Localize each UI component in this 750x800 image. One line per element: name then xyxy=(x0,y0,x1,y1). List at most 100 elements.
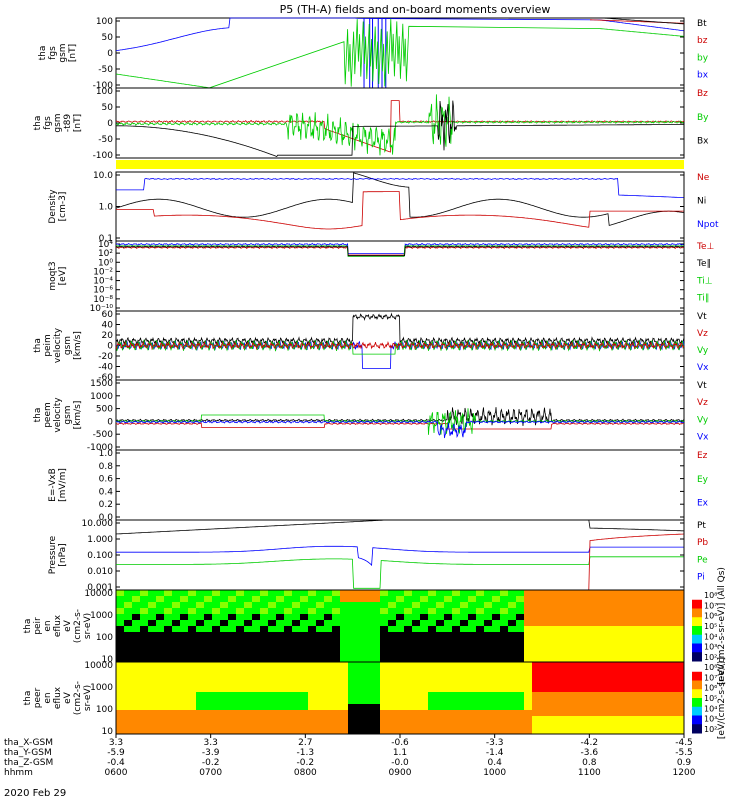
heatmap-cell xyxy=(564,692,573,699)
heatmap-cell xyxy=(244,620,253,627)
colorbar-swatch xyxy=(692,680,702,690)
heatmap-cell xyxy=(556,644,565,651)
heatmap-cell xyxy=(564,614,573,621)
heatmap-cell xyxy=(276,692,285,699)
heatmap-cell xyxy=(420,608,429,615)
heatmap-cell xyxy=(252,662,261,669)
heatmap-cell xyxy=(444,632,453,639)
heatmap-cell xyxy=(620,602,629,609)
heatmap-cell xyxy=(188,710,197,717)
heatmap-cell xyxy=(412,692,421,699)
heatmap-cell xyxy=(604,698,613,705)
heatmap-cell xyxy=(140,614,149,621)
heatmap-cell xyxy=(364,626,373,633)
colorbar-swatch xyxy=(692,698,702,708)
heatmap-cell xyxy=(204,656,213,663)
heatmap-cell xyxy=(548,596,557,603)
heatmap-cell xyxy=(436,698,445,705)
heatmap-cell xyxy=(604,716,613,723)
heatmap-cell xyxy=(500,710,509,717)
heatmap-cell xyxy=(204,614,213,621)
heatmap-cell xyxy=(508,668,517,675)
heatmap-cell xyxy=(636,692,645,699)
heatmap-cell xyxy=(172,602,181,609)
heatmap-cell xyxy=(340,722,349,729)
heatmap-cell xyxy=(356,626,365,633)
heatmap-cell xyxy=(420,638,429,645)
panel-peer: 10000100010010thapeerenefluxeV(cm2-s-sr-… xyxy=(23,657,727,739)
heatmap-cell xyxy=(164,722,173,729)
heatmap-cell xyxy=(588,638,597,645)
heatmap-cell xyxy=(420,698,429,705)
heatmap-cell xyxy=(268,698,277,705)
heatmap-cell xyxy=(340,620,349,627)
heatmap-cell xyxy=(180,698,189,705)
heatmap-cell xyxy=(436,638,445,645)
heatmap-cell xyxy=(636,686,645,693)
heatmap-cell xyxy=(436,662,445,669)
heatmap-cell xyxy=(340,644,349,651)
heatmap-cell xyxy=(372,638,381,645)
heatmap-cell xyxy=(556,680,565,687)
heatmap-cell xyxy=(284,650,293,657)
heatmap-cell xyxy=(524,704,533,711)
heatmap-cell xyxy=(412,716,421,723)
heatmap-cell xyxy=(372,674,381,681)
heatmap-cell xyxy=(116,620,125,627)
heatmap-cell xyxy=(380,656,389,663)
heatmap-cell xyxy=(148,656,157,663)
heatmap-cell xyxy=(324,620,333,627)
heatmap-cell xyxy=(348,728,357,735)
y-axis-label: thapeirenefluxeV(cm2-s-sr-eV) xyxy=(23,609,93,643)
heatmap-cell xyxy=(492,692,501,699)
heatmap-cell xyxy=(580,644,589,651)
heatmap-cell xyxy=(356,650,365,657)
heatmap-cell xyxy=(436,722,445,729)
heatmap-cell xyxy=(116,614,125,621)
y-tick-label: 1.0 xyxy=(99,449,114,459)
x-tick-label: 2.7 xyxy=(298,738,312,748)
heatmap-cell xyxy=(468,632,477,639)
heatmap-cell xyxy=(196,704,205,711)
heatmap-cell xyxy=(620,590,629,597)
heatmap-cell xyxy=(420,602,429,609)
heatmap-cell xyxy=(420,716,429,723)
heatmap-cell xyxy=(308,608,317,615)
colorbar-swatch xyxy=(692,643,702,653)
heatmap-cell xyxy=(420,644,429,651)
heatmap-cell xyxy=(348,692,357,699)
heatmap-cell xyxy=(436,650,445,657)
y-tick-label: 10⁻² xyxy=(93,267,113,277)
heatmap-cell xyxy=(452,632,461,639)
heatmap-cell xyxy=(348,674,357,681)
heatmap-cell xyxy=(204,596,213,603)
heatmap-cell xyxy=(236,650,245,657)
heatmap-cell xyxy=(300,632,309,639)
heatmap-cell xyxy=(404,698,413,705)
heatmap-cell xyxy=(556,608,565,615)
x-tick-label: 1200 xyxy=(673,768,696,778)
heatmap-cell xyxy=(636,632,645,639)
heatmap-cell xyxy=(660,704,669,711)
heatmap-cell xyxy=(332,650,341,657)
heatmap-cell xyxy=(612,602,621,609)
heatmap-cell xyxy=(308,662,317,669)
heatmap-cell xyxy=(276,656,285,663)
heatmap-cell xyxy=(340,674,349,681)
heatmap-cell xyxy=(660,590,669,597)
heatmap-cell xyxy=(636,674,645,681)
heatmap-cell xyxy=(308,590,317,597)
heatmap-cell xyxy=(412,638,421,645)
heatmap-cell xyxy=(380,602,389,609)
heatmap-cell xyxy=(252,722,261,729)
heatmap-cell xyxy=(428,704,437,711)
heatmap-cell xyxy=(204,644,213,651)
heatmap-cell xyxy=(628,722,637,729)
heatmap-cell xyxy=(604,602,613,609)
heatmap-cell xyxy=(332,626,341,633)
heatmap-cell xyxy=(492,716,501,723)
heatmap-cell xyxy=(316,722,325,729)
heatmap-cell xyxy=(356,668,365,675)
